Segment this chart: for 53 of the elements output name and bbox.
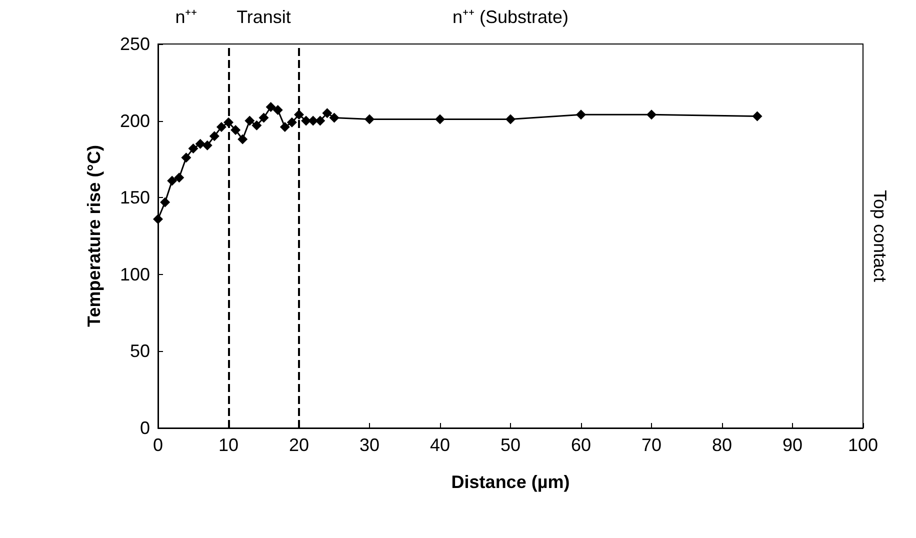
- point: [506, 114, 516, 124]
- text: n⁺⁺: [175, 7, 198, 27]
- point: [258, 112, 269, 123]
- point: [364, 114, 374, 124]
- x-tick-label: 20: [288, 435, 310, 455]
- x-axis-title: Distance (µm): [451, 472, 570, 492]
- point: [646, 110, 656, 120]
- text: Transit: [236, 7, 291, 27]
- point: [286, 117, 297, 128]
- point: [435, 114, 445, 124]
- point: [174, 172, 184, 183]
- point: [209, 131, 220, 142]
- x-tick-label: 10: [218, 435, 239, 455]
- x-tick-label: 70: [641, 435, 662, 455]
- point: [322, 108, 332, 118]
- x-tick-label: 40: [430, 435, 450, 455]
- point: [272, 105, 283, 116]
- point: [216, 122, 226, 132]
- point: [280, 122, 290, 132]
- point: [266, 102, 276, 112]
- text: n⁺⁺ (Substrate): [452, 7, 569, 27]
- point: [329, 112, 340, 123]
- point: [195, 138, 206, 149]
- point: [202, 140, 212, 150]
- text: Top contact: [870, 190, 890, 282]
- x-tick-label: 50: [500, 435, 521, 455]
- point: [308, 116, 318, 126]
- point: [576, 110, 586, 120]
- point: [167, 176, 178, 186]
- y-tick-label: 100: [120, 264, 150, 284]
- x-tick-label: 0: [152, 435, 164, 455]
- point: [752, 111, 762, 122]
- point: [230, 125, 241, 136]
- x-tick-label: 100: [848, 435, 878, 455]
- point: [188, 143, 198, 154]
- point: [244, 116, 255, 126]
- x-tick-label: 60: [570, 435, 592, 455]
- y-tick-label: 250: [120, 34, 150, 54]
- y-tick-label: 150: [120, 188, 150, 208]
- y-tick-label: 0: [140, 418, 150, 438]
- y-axis-title: Temperature rise (°C): [84, 145, 104, 327]
- point: [238, 134, 248, 144]
- x-tick-label: 80: [712, 435, 732, 455]
- x-tick-label: 90: [782, 435, 803, 455]
- point: [301, 116, 312, 126]
- point: [153, 214, 163, 224]
- y-tick-label: 50: [130, 341, 150, 362]
- point: [252, 120, 262, 130]
- x-tick-label: 30: [359, 435, 380, 455]
- y-tick-label: 200: [120, 110, 150, 131]
- point: [181, 152, 192, 163]
- point: [160, 197, 170, 208]
- point: [315, 116, 326, 126]
